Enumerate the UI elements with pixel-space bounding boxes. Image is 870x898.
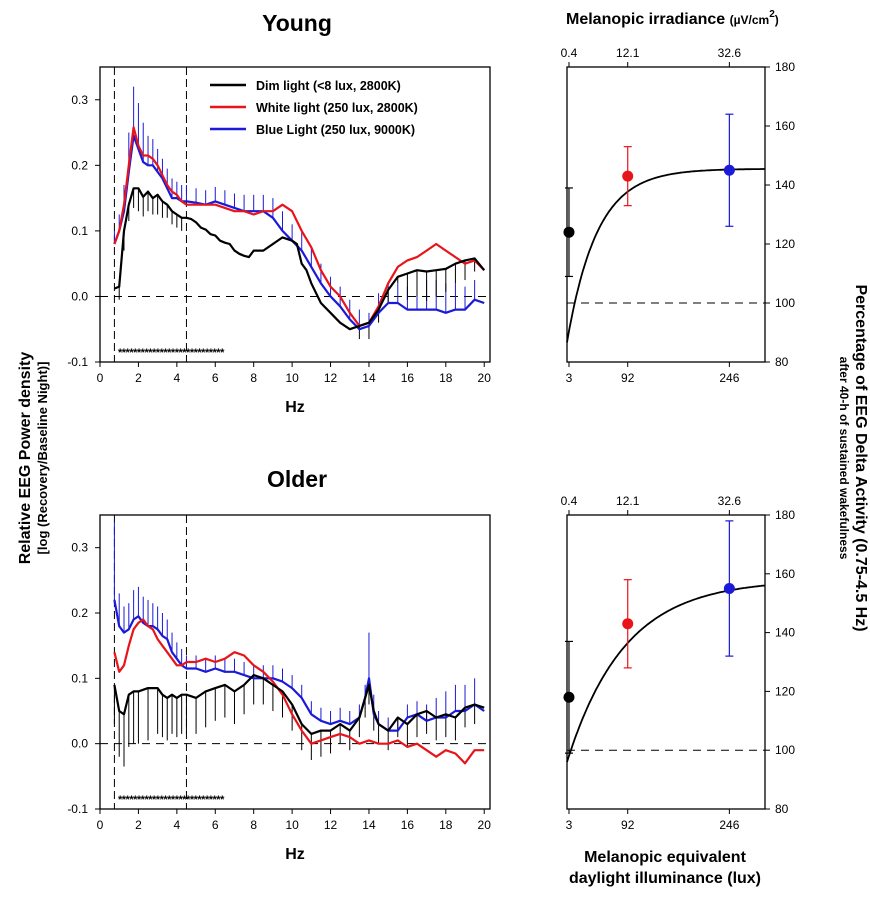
significance-older: ****************************: [118, 794, 225, 806]
data-point-white: [622, 618, 634, 630]
plot-frame: [566, 514, 766, 810]
y-tick-label: 100: [775, 743, 795, 757]
series-line-white: [113, 618, 485, 765]
bottom-axis-title-line1: Melanopic equivalent: [584, 849, 746, 866]
y-tick-label: 80: [775, 802, 789, 816]
left-ylabel: Relative EEG Power density: [17, 352, 34, 565]
y-tick-label: 0.0: [71, 737, 88, 751]
x-tick-label: 6: [212, 818, 219, 832]
x-tick-label: 14: [362, 371, 376, 385]
x-tick-label: 12: [324, 818, 338, 832]
title-older: Older: [267, 466, 327, 492]
top-tick-label: 0.4: [561, 494, 578, 508]
y-tick-label: 0.0: [71, 289, 88, 303]
data-point-dim: [563, 226, 575, 238]
panel-older-delta: 3 92 246 0.4 12.1 32.6 80 100 120 140 160 180: [561, 494, 796, 832]
x-tick-label: 20: [478, 371, 492, 385]
legend-label-white: White light (250 lux, 2800K): [256, 101, 418, 115]
y-tick-label: 160: [775, 119, 795, 133]
top-tick-label: 32.6: [718, 494, 742, 508]
x-tick-label: 8: [250, 371, 257, 385]
x-axis-label: Hz: [285, 846, 305, 863]
x-tick-label: 3: [566, 818, 573, 832]
x-tick-label: 246: [719, 818, 739, 832]
x-tick-label: 2: [135, 818, 142, 832]
x-tick-label: 14: [362, 818, 376, 832]
legend-label-dim: Dim light (<8 lux, 2800K): [256, 79, 401, 93]
series-line-white: [113, 126, 485, 327]
x-tick-label: 3: [566, 371, 573, 385]
series-line-dim: [113, 187, 486, 331]
x-axis-label: Hz: [285, 399, 305, 416]
plot-frame: [99, 514, 491, 810]
x-tick-label: 246: [719, 371, 739, 385]
x-tick-label: 0: [97, 371, 104, 385]
y-tick-label: 80: [775, 355, 789, 369]
data-point-dim: [563, 691, 575, 703]
y-tick-label: 140: [775, 178, 795, 192]
x-tick-label: 10: [285, 371, 299, 385]
x-tick-label: 18: [439, 371, 453, 385]
x-tick-label: 8: [250, 818, 257, 832]
fit-curve: [566, 168, 765, 343]
significance-young: ****************************: [118, 347, 225, 359]
plot-frame: [566, 66, 766, 363]
y-tick-label: 0.2: [71, 158, 88, 172]
y-tick-label: 180: [775, 60, 795, 74]
x-tick-label: 16: [401, 818, 415, 832]
data-point-blue: [723, 164, 735, 176]
panel-young-spectrum: 0 2 4 6 8 10 12 14 16 18 20 -0.1 0.0 0.1 0.2 0.3 Hz: [67, 66, 492, 416]
top-tick-label: 0.4: [561, 46, 578, 60]
x-tick-label: 4: [174, 818, 181, 832]
x-tick-label: 6: [212, 371, 219, 385]
y-tick-label: -0.1: [67, 802, 88, 816]
top-tick-label: 12.1: [616, 46, 640, 60]
x-tick-label: 4: [174, 371, 181, 385]
y-tick-label: 0.1: [71, 671, 88, 685]
y-tick-label: 120: [775, 237, 795, 251]
x-tick-label: 16: [401, 371, 415, 385]
series-line-blue: [113, 134, 485, 331]
right-ylabel-sub: after 40-h of sustained wakefulness: [837, 357, 851, 560]
y-tick-label: 140: [775, 626, 795, 640]
x-tick-label: 92: [621, 818, 635, 832]
series-line-blue: [113, 599, 485, 732]
y-tick-label: 180: [775, 508, 795, 522]
right-ylabel: Percentage of EEG Delta Activity (0.75-4…: [852, 284, 869, 631]
series-line-dim: [113, 674, 485, 735]
plot-frame: [99, 66, 491, 363]
data-point-white: [622, 170, 634, 182]
bottom-axis-title-line2: daylight illuminance (lux): [569, 870, 761, 887]
x-tick-label: 0: [97, 818, 104, 832]
panel-older-spectrum: 0 2 4 6 8 10 12 14 16 18 20 -0.1 0.0 0.1 0.2 0.3 Hz: [67, 514, 492, 863]
top-tick-label: 32.6: [718, 46, 742, 60]
fit-curve: [566, 584, 766, 763]
x-tick-label: 10: [285, 818, 299, 832]
x-tick-label: 92: [621, 371, 635, 385]
title-young: Young: [262, 10, 332, 36]
y-tick-label: 120: [775, 684, 795, 698]
data-point-blue: [723, 583, 735, 594]
x-tick-label: 18: [439, 818, 453, 832]
top-axis-title: Melanopic irradiance (µV/cm2): [566, 9, 779, 28]
y-tick-label: 0.3: [71, 541, 88, 555]
legend: Dim light (<8 lux, 2800K) White light (2…: [210, 79, 418, 137]
y-tick-label: -0.1: [67, 355, 88, 369]
x-tick-label: 20: [478, 818, 492, 832]
y-tick-label: 160: [775, 567, 795, 581]
panel-young-delta: 3 92 246 0.4 12.1 32.6 80 100 120 140 160 180: [561, 46, 796, 385]
top-tick-label: 12.1: [616, 494, 640, 508]
x-tick-label: 12: [324, 371, 338, 385]
x-tick-label: 2: [135, 371, 142, 385]
y-tick-label: 0.3: [71, 93, 88, 107]
left-ylabel-sub: [log (Recovery/Baseline Night)]: [35, 362, 50, 555]
y-tick-label: 0.2: [71, 606, 88, 620]
legend-label-blue: Blue Light (250 lux, 9000K): [256, 123, 415, 137]
y-tick-label: 100: [775, 296, 795, 310]
y-tick-label: 0.1: [71, 224, 88, 238]
